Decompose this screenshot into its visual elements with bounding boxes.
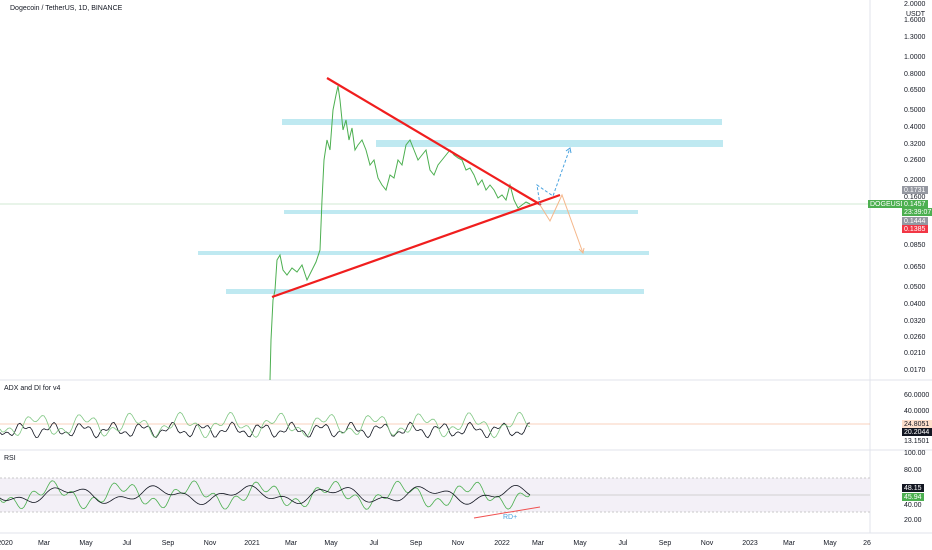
zone	[284, 210, 638, 214]
panel-title: RSI	[4, 455, 16, 462]
time-label: May	[573, 540, 587, 547]
time-label: Sep	[162, 540, 175, 547]
price-label: 1.6000	[904, 17, 926, 24]
time-label: 2023	[742, 540, 758, 547]
time-label: Nov	[701, 540, 714, 547]
adx-label: 60.0000	[904, 392, 929, 399]
price-label: 0.5000	[904, 107, 926, 114]
time-label: May	[79, 540, 93, 547]
projection-up	[536, 147, 571, 206]
price-tag: 0.1444	[904, 218, 926, 225]
adx-tag-bg	[902, 420, 932, 428]
price-label: 0.0170	[904, 367, 926, 374]
price-label: 0.4000	[904, 124, 926, 131]
price-label: 0.0210	[904, 350, 926, 357]
adx-tag-bg	[902, 428, 932, 436]
time-label: 26	[863, 540, 871, 547]
axis-unit: USDT	[906, 11, 926, 18]
time-label: May	[823, 540, 837, 547]
price-tag: 0.1731	[904, 187, 926, 194]
symbol-tag-bg	[868, 200, 902, 208]
time-label: Mar	[532, 540, 545, 547]
rsi-tag: 48.15	[904, 485, 922, 492]
trendline	[326, 77, 542, 206]
time-label: Mar	[285, 540, 298, 547]
rsi-label: 20.00	[904, 517, 922, 524]
indicator-lines	[0, 411, 531, 510]
zone	[198, 251, 649, 255]
countdown-tag: 23:39:07	[904, 209, 931, 216]
price-label: 0.1600	[904, 194, 926, 201]
panel-title: ADX and DI for v4	[4, 385, 61, 392]
price-label: 0.3200	[904, 141, 926, 148]
annotation: RD+	[503, 514, 517, 521]
chart-title: Dogecoin / TetherUS, 1D, BINANCE	[10, 5, 123, 12]
projection-down	[539, 193, 584, 254]
price-label: 0.2600	[904, 157, 926, 164]
time-label: Nov	[452, 540, 465, 547]
time-label: 2020	[0, 540, 13, 547]
price-label: 0.0850	[904, 242, 926, 249]
adx-tag: 20.2044	[904, 429, 929, 436]
time-label: Jul	[123, 540, 132, 547]
rsi-label: 40.00	[904, 502, 922, 509]
price-label: 0.2000	[904, 177, 926, 184]
price-label: 2.0000	[904, 1, 926, 8]
zone	[282, 119, 722, 125]
price-line	[269, 85, 531, 381]
indicator-line	[0, 421, 531, 439]
price-label: 0.0500	[904, 284, 926, 291]
rsi-label: 100.00	[904, 450, 926, 457]
price-tag: 0.1457	[904, 201, 926, 208]
time-label: Jul	[370, 540, 379, 547]
price-tag-bg	[902, 186, 928, 194]
time-label: 2021	[244, 540, 260, 547]
zone	[376, 140, 723, 147]
price-label: 0.6500	[904, 87, 926, 94]
time-label: Jul	[619, 540, 628, 547]
price-label: 0.0320	[904, 318, 926, 325]
symbol-tag: DOGEUSDT	[870, 201, 910, 208]
time-label: Sep	[410, 540, 423, 547]
time-label: Sep	[659, 540, 672, 547]
adx-label: 40.0000	[904, 408, 929, 415]
time-label: Mar	[783, 540, 796, 547]
adx-label: 13.1501	[904, 438, 929, 445]
rsi-tag: 45.94	[904, 494, 922, 501]
time-label: Nov	[204, 540, 217, 547]
zone	[226, 289, 644, 294]
indicator-line	[0, 480, 531, 510]
arrow-head	[565, 147, 572, 154]
price-label: 1.3000	[904, 34, 926, 41]
rsi-label: 80.00	[904, 467, 922, 474]
indicator-line	[0, 484, 531, 506]
time-label: May	[324, 540, 338, 547]
price-label: 0.8000	[904, 71, 926, 78]
time-label: Mar	[38, 540, 51, 547]
arrow-head	[578, 247, 585, 255]
zones	[198, 119, 723, 294]
price-label: 1.0000	[904, 54, 926, 61]
price-label: 0.0260	[904, 334, 926, 341]
price-tag-bg	[902, 225, 928, 233]
time-label: 2022	[494, 540, 510, 547]
trendline	[271, 193, 561, 299]
price-tag: 0.1385	[904, 226, 926, 233]
rsi-tag-bg	[902, 484, 924, 492]
adx-tag: 24.8051	[904, 421, 929, 428]
rsi-tag-bg	[902, 493, 924, 501]
countdown-tag-bg	[902, 208, 932, 216]
divergence-line	[473, 506, 541, 519]
price-tag-bg	[902, 200, 928, 208]
price-label: 0.0650	[904, 264, 926, 271]
indicator-line	[0, 411, 531, 439]
price-label: 0.0400	[904, 301, 926, 308]
price-tag-bg	[902, 217, 928, 225]
